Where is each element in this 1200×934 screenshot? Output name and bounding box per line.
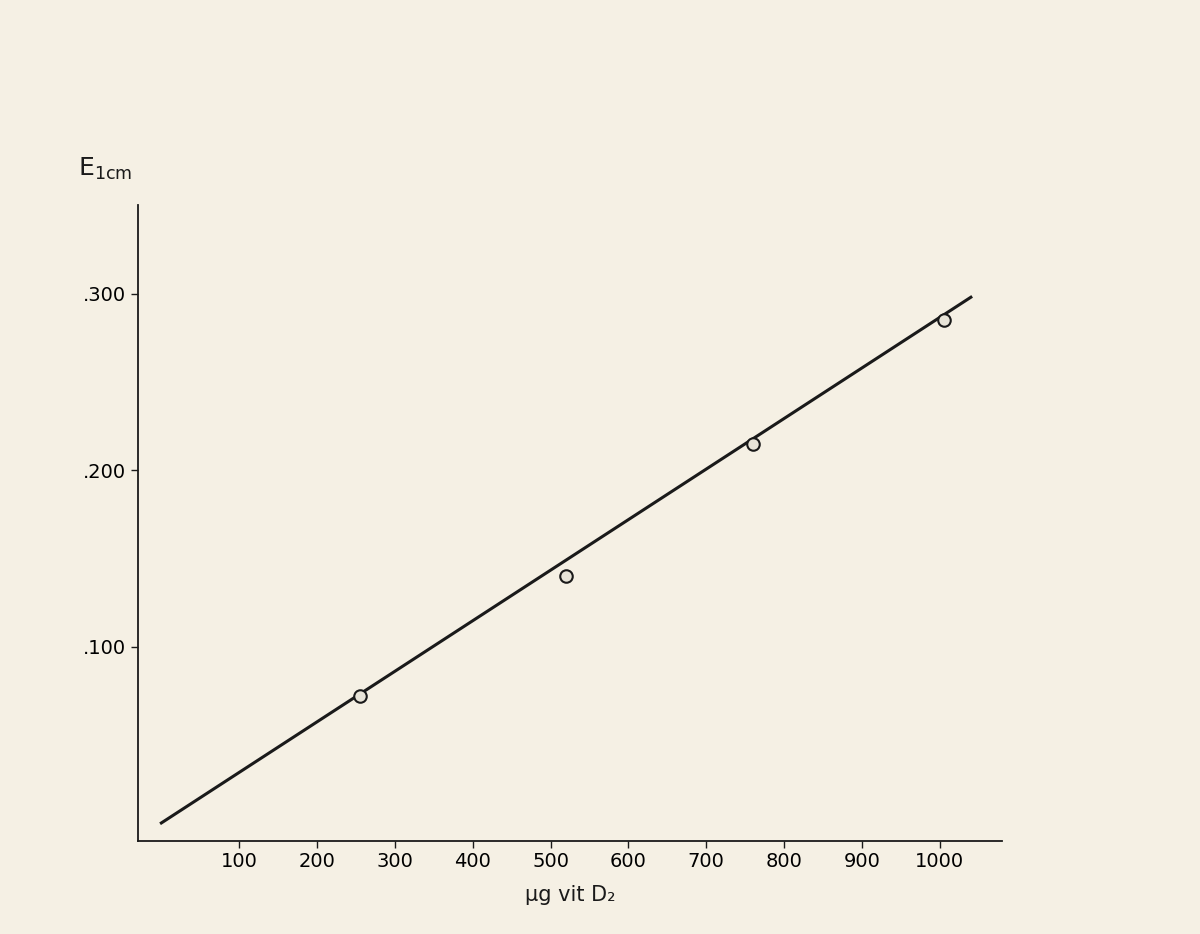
X-axis label: μg vit D₂: μg vit D₂ [524,885,616,905]
Text: $\mathregular{E_{1cm}}$: $\mathregular{E_{1cm}}$ [78,156,132,182]
